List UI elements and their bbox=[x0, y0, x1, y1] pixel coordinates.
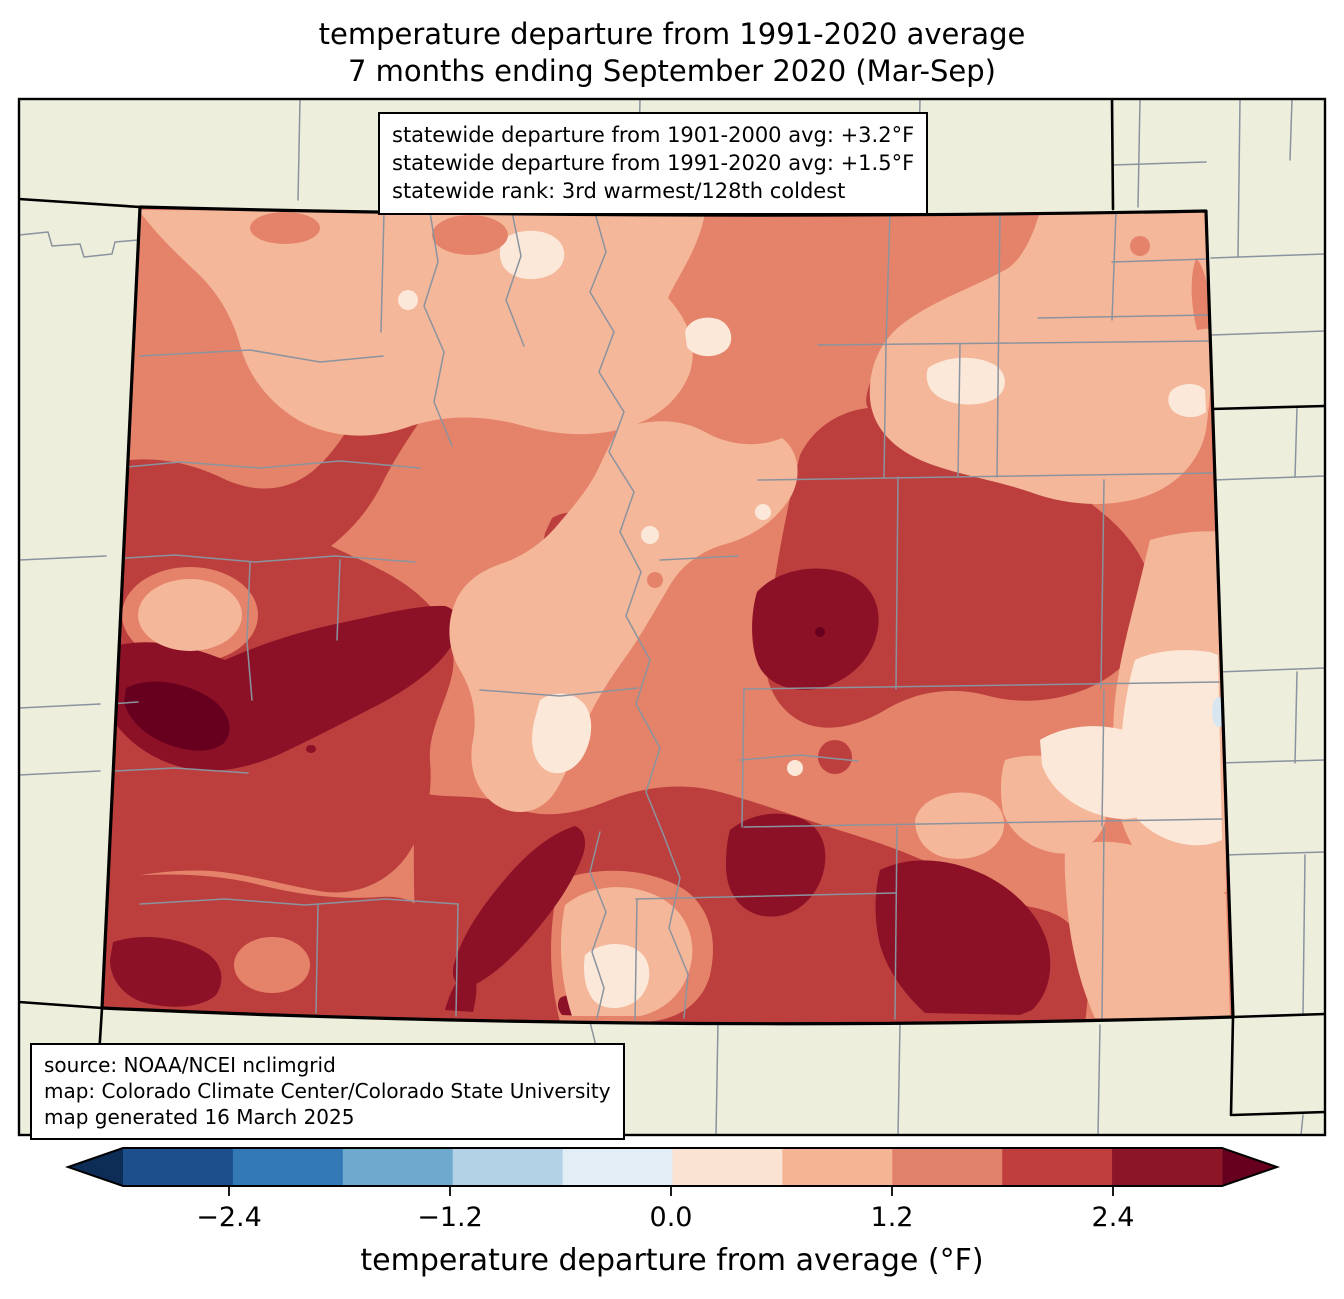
colorbar-segment bbox=[672, 1148, 783, 1186]
map-frame bbox=[17, 97, 1327, 1137]
contour-level-2-spots bbox=[250, 212, 1212, 588]
colorbar-segment bbox=[562, 1148, 673, 1186]
colorbar-tick-label-4: 1.2 bbox=[870, 1202, 914, 1233]
stats-line-2: statewide departure from 1991-2020 avg: … bbox=[392, 151, 915, 175]
colorbar-outline bbox=[64, 1147, 1281, 1187]
colorbar-tick-label-3: 0.0 bbox=[649, 1202, 693, 1233]
neighbor-county-lines bbox=[19, 99, 1325, 1135]
colorbar-axis-label: temperature departure from average (°F) bbox=[360, 1243, 984, 1278]
source-line-3: map generated 16 March 2025 bbox=[44, 1105, 355, 1129]
colorbar-segment bbox=[782, 1148, 893, 1186]
colorbar-segment bbox=[1002, 1148, 1113, 1186]
colorbar-segment bbox=[1112, 1148, 1223, 1186]
colorbar-segment bbox=[452, 1148, 564, 1186]
stats-box: statewide departure from 1901-2000 avg: … bbox=[378, 112, 929, 215]
source-box: source: NOAA/NCEI nclimgrid map: Colorad… bbox=[30, 1043, 625, 1140]
colorbar-tick-label-2: −1.2 bbox=[417, 1202, 483, 1233]
colorbar-segment bbox=[342, 1148, 454, 1186]
colorbar-segments bbox=[123, 1148, 1223, 1186]
colorbar bbox=[64, 1147, 1281, 1196]
source-line-1: source: NOAA/NCEI nclimgrid bbox=[44, 1053, 336, 1077]
contour-level-5 bbox=[124, 627, 825, 751]
map-title-line-1: temperature departure from 1991-2020 ave… bbox=[318, 17, 1026, 51]
contour-level-0 bbox=[398, 230, 1222, 1009]
colorbar-tick-label-1: −2.4 bbox=[196, 1202, 262, 1233]
contour-fills bbox=[102, 207, 1233, 1024]
colorbar-tick-marks bbox=[228, 1186, 1114, 1196]
colorbar-under-arrow bbox=[68, 1148, 123, 1186]
colorbar-segment bbox=[892, 1148, 1003, 1186]
colorbar-segment bbox=[123, 1148, 234, 1186]
colorbar-over-arrow bbox=[1222, 1148, 1277, 1186]
colorbar-tick-label-5: 2.4 bbox=[1091, 1202, 1135, 1233]
map-title-line-2: 7 months ending September 2020 (Mar-Sep) bbox=[348, 54, 996, 88]
colorado-county-lines bbox=[102, 210, 1223, 1021]
stats-line-3: statewide rank: 3rd warmest/128th coldes… bbox=[392, 179, 846, 203]
source-line-2: map: Colorado Climate Center/Colorado St… bbox=[44, 1079, 611, 1103]
colorbar-segment bbox=[232, 1148, 344, 1186]
stats-line-1: statewide departure from 1901-2000 avg: … bbox=[392, 123, 915, 147]
